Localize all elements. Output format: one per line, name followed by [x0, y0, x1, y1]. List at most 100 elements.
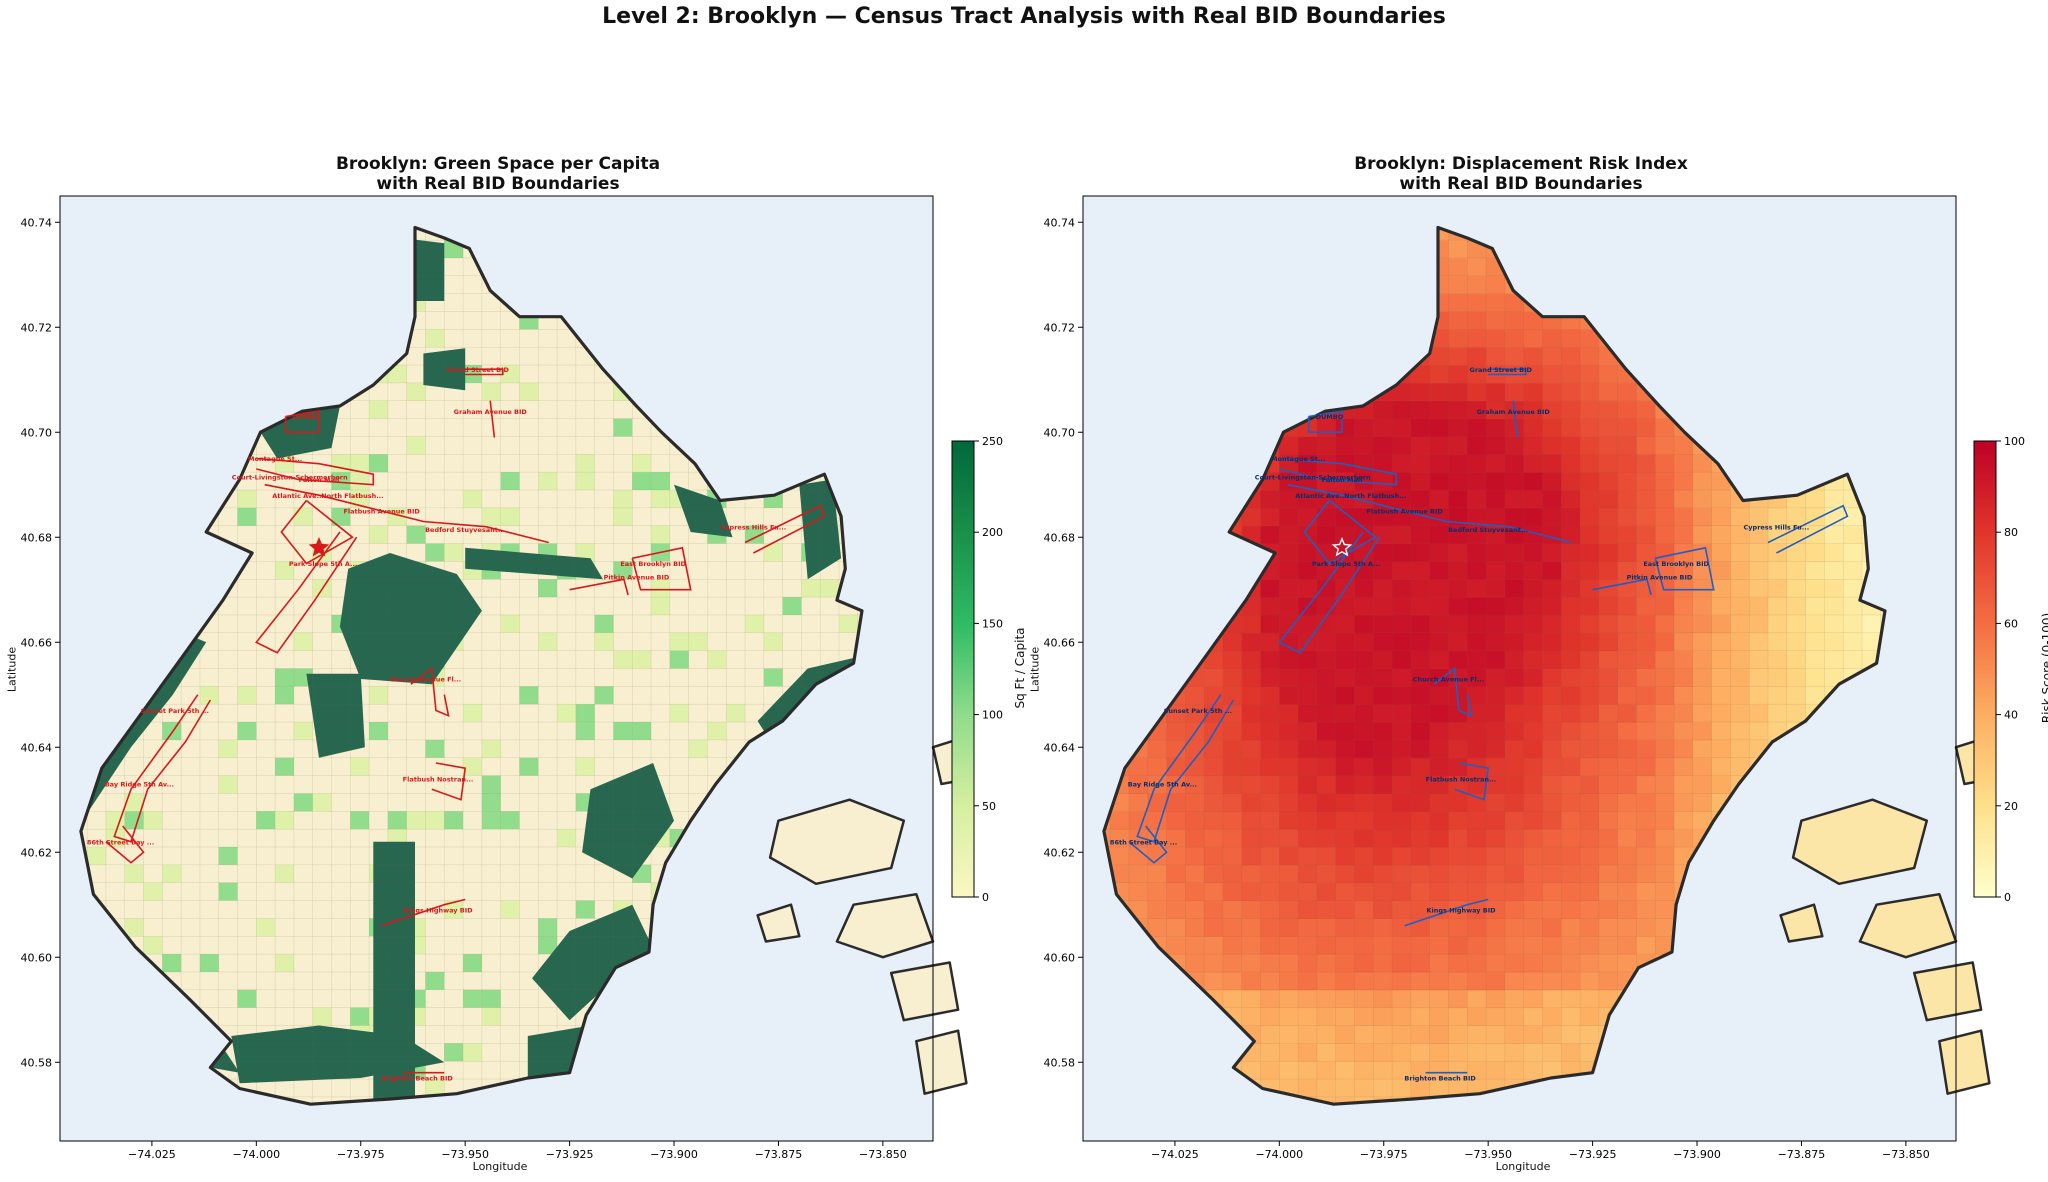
y-tick-label: 40.62 [1044, 846, 1076, 859]
panel-2-xlabel: Longitude [1495, 1160, 1551, 1173]
bid-label: Cypress Hills Fu... [1744, 523, 1810, 531]
bid-boundary [569, 578, 629, 596]
bid-label: Sunset Park 5th ... [141, 707, 209, 715]
panel-1-title: Brooklyn: Green Space per Capita with Re… [60, 154, 936, 194]
island [1791, 798, 1929, 886]
colorbar-tick-label: 100 [982, 709, 1003, 722]
map-panel-1: DUMBO Graham Avenue BID Grand Street BID Mo… [21, 195, 1003, 1161]
bid-boundary [264, 483, 549, 544]
colorbar-tick-label: 150 [982, 617, 1003, 630]
bid-label: Park Slope 5th A... [1312, 560, 1381, 568]
bid-label: Flatbush Avenue BID [1366, 508, 1443, 516]
bid-label: Court-Livingston-Schermerhorn [1255, 474, 1371, 482]
bid-label: 86th Street Bay ... [87, 838, 154, 846]
bid-boundary [489, 400, 496, 438]
bid-label: Bedford Stuyvesant... [1448, 526, 1528, 534]
colorbar-tick-label: 50 [982, 800, 996, 813]
island [1938, 1029, 1991, 1095]
bid-boundary [1404, 898, 1489, 927]
x-tick-label: −74.025 [1151, 1148, 1199, 1161]
colorbar-tick-label: 20 [2004, 800, 2018, 813]
park-area [582, 763, 674, 879]
y-tick-label: 40.72 [21, 321, 53, 334]
bid-label: Court-Livingston-Schermerhorn [232, 474, 348, 482]
colorbar-tick-label: 200 [982, 526, 1003, 539]
bid-label: Park Slope 5th A... [289, 560, 358, 568]
island [915, 1029, 968, 1095]
bid-boundary [284, 410, 320, 434]
y-tick-label: 40.70 [21, 426, 53, 439]
colorbar-tick-label: 40 [2004, 709, 2018, 722]
bid-boundary [431, 762, 467, 801]
bid-boundary [1279, 457, 1398, 486]
bid-label: Bay Ridge 5th Av... [1128, 781, 1197, 789]
reference-star-marker [308, 536, 330, 557]
colorbar-tick-label: 250 [982, 435, 1003, 448]
bid-label: Brighton Beach BID [381, 1075, 453, 1083]
y-tick-label: 40.58 [21, 1056, 53, 1069]
x-tick-label: −73.975 [1360, 1148, 1408, 1161]
park-area [532, 904, 658, 1021]
bid-label: Church Avenue Fl... [1413, 676, 1484, 684]
colorbar-tick-label: 100 [2004, 435, 2025, 448]
panel-1-xlabel: Longitude [472, 1160, 528, 1173]
bid-label: Montague St... [248, 455, 302, 463]
bid-label: 86th Street Bay ... [1110, 838, 1177, 846]
bid-boundary [256, 457, 375, 486]
colorbar-1-label: Sq Ft / Capita [1013, 627, 1027, 709]
bid-boundary [410, 667, 450, 718]
colorbar-2 [1973, 440, 1997, 898]
x-tick-label: −73.900 [650, 1148, 698, 1161]
bid-label: East Brooklyn BID [1643, 560, 1709, 568]
bid-boundary [1512, 400, 1519, 438]
bid-label: Flatbush Avenue BID [343, 508, 420, 516]
x-tick-label: −73.875 [1778, 1148, 1826, 1161]
brooklyn-coastline [1102, 225, 1887, 1106]
bid-label: Flatbush Nostran... [1426, 775, 1497, 783]
park-area [339, 553, 482, 685]
bid-boundary [1654, 546, 1715, 591]
park-area [80, 631, 207, 821]
bid-label: Bedford Stuyvesant... [425, 526, 505, 534]
bid-label: East Brooklyn BID [620, 560, 686, 568]
park-area [465, 547, 603, 580]
bid-boundary [105, 825, 145, 864]
x-tick-label: −74.000 [232, 1148, 280, 1161]
colorbar-tick-label: 0 [2004, 891, 2011, 904]
bid-boundaries [1128, 368, 1849, 1074]
island [1779, 903, 1824, 943]
bid-label: Kings Highway BID [403, 907, 473, 915]
y-tick-label: 40.64 [1044, 741, 1076, 754]
y-tick-label: 40.68 [21, 531, 53, 544]
bid-label: Brighton Beach BID [1404, 1075, 1476, 1083]
axes-frame [1082, 195, 1957, 1142]
bid-boundary [1128, 825, 1168, 864]
x-tick-label: −73.925 [1569, 1148, 1617, 1161]
bid-boundary [1592, 578, 1652, 596]
x-tick-label: −73.875 [755, 1148, 803, 1161]
x-tick-label: −73.975 [337, 1148, 385, 1161]
bid-boundary [381, 898, 466, 927]
bid-label: Grand Street BID [446, 366, 509, 374]
island [756, 903, 801, 943]
bid-label: Graham Avenue BID [454, 408, 528, 416]
bid-boundary [280, 499, 354, 565]
bid-boundary [1303, 499, 1377, 565]
island [889, 961, 960, 1022]
park-area [306, 673, 365, 758]
bid-boundary [1136, 694, 1235, 843]
park-area [674, 484, 733, 538]
y-tick-label: 40.68 [1044, 531, 1076, 544]
colorbar-1 [951, 440, 975, 898]
bid-boundary [744, 504, 826, 554]
bid-label: Fulton Mall [1322, 476, 1363, 484]
y-tick-label: 40.74 [21, 216, 53, 229]
panel-2-title: Brooklyn: Displacement Risk Index with R… [1083, 154, 1959, 194]
panel-2-title-line1: Brooklyn: Displacement Risk Index [1354, 154, 1688, 174]
bid-boundary [1278, 531, 1381, 654]
bid-label: North Flatbush... [1344, 492, 1406, 500]
bid-boundary [255, 531, 358, 654]
bid-label: Fulton Mall [299, 476, 340, 484]
bid-label: DUMBO [1316, 413, 1344, 421]
y-tick-label: 40.66 [21, 636, 53, 649]
